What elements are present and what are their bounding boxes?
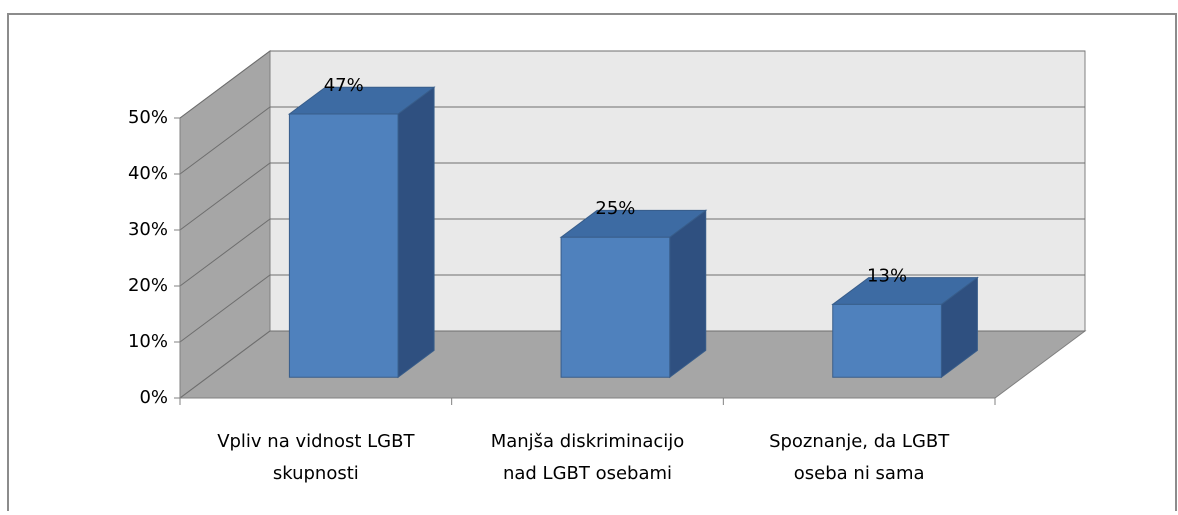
- grid-line: [179, 106, 1085, 175]
- data-label: 25%: [595, 198, 635, 219]
- grid-line: [179, 50, 1085, 119]
- y-tick-label: 20%: [128, 275, 168, 296]
- x-tick-label: skupnosti: [273, 463, 359, 484]
- y-tick-label: 10%: [128, 331, 168, 352]
- y-tick-label: 40%: [128, 163, 168, 184]
- x-tick-label: nad LGBT osebami: [503, 463, 672, 484]
- x-tick-label: Manjša diskriminacijo: [491, 431, 685, 452]
- bar-front: [832, 303, 942, 378]
- chart-border: [7, 13, 1177, 511]
- y-tick-label: 50%: [128, 107, 168, 128]
- x-tick-label: oseba ni sama: [794, 463, 925, 484]
- bar-side: [397, 86, 435, 379]
- x-tick-label: Spoznanje, da LGBT: [769, 431, 950, 452]
- bar-side: [669, 209, 707, 379]
- data-label: 13%: [867, 265, 907, 286]
- grid-line: [179, 274, 1085, 343]
- x-tick-label: Vpliv na vidnost LGBT: [217, 431, 415, 452]
- bar: [831, 276, 979, 379]
- bar-front: [560, 236, 671, 378]
- y-tick-label: 30%: [128, 219, 168, 240]
- bar: [559, 209, 708, 379]
- grid-line: [179, 330, 1085, 399]
- data-label: 47%: [324, 75, 364, 96]
- grid-line: [179, 218, 1085, 287]
- y-tick-label: 0%: [139, 387, 168, 408]
- grid-line: [179, 162, 1085, 231]
- bar: [287, 86, 436, 379]
- bar-front: [288, 113, 399, 378]
